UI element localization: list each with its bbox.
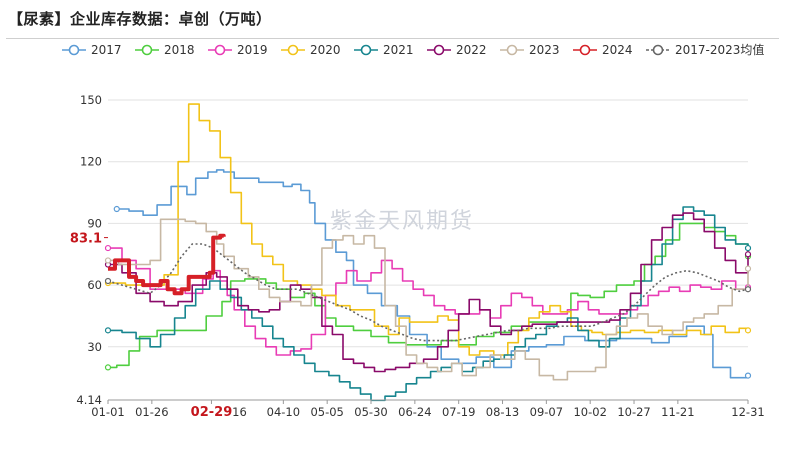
legend-label: 2021: [383, 43, 414, 57]
x-tick-highlight: 02-29: [191, 405, 233, 420]
legend-swatch-marker: [287, 44, 299, 56]
x-tick-label: 11-21: [661, 405, 694, 419]
series-line-2022: [108, 212, 749, 373]
legend-item-2024[interactable]: 2024: [573, 43, 633, 57]
legend-item-2023[interactable]: 2023: [500, 43, 560, 57]
chart-axes: 4.14 30 60 90 120 150 01-01 01-26 02-29 04-10 05-0…: [70, 93, 765, 420]
legend-label: 2024: [602, 43, 633, 57]
series-line-2021: [108, 206, 749, 402]
series-point-2017-2023均值: [104, 277, 112, 285]
legend-swatch-marker: [652, 44, 664, 56]
legend-label: 2017: [91, 43, 122, 57]
watermark-text: 紫金天风期货: [330, 209, 474, 234]
x-tick-label: 08-13: [486, 405, 519, 419]
legend-swatch-marker: [506, 44, 518, 56]
x-tick-label: 12-31: [731, 405, 764, 419]
x-tick-label: 07-19: [442, 405, 475, 419]
series-point-2017: [744, 372, 752, 379]
legend-swatch-marker: [68, 44, 80, 56]
legend-swatch-marker: [433, 44, 445, 56]
series-point-2021: [744, 244, 752, 252]
series-point-2022: [744, 251, 752, 258]
y-tick-label: 60: [87, 278, 102, 292]
series-point-2017: [113, 205, 120, 213]
series-point-2019: [104, 244, 112, 252]
x-tick-partial-label: 16: [232, 405, 247, 419]
legend-label: 2022: [456, 43, 487, 57]
x-tick-label: 04-10: [267, 405, 300, 419]
x-tick-label: 06-24: [398, 405, 431, 419]
x-tick-label: 01-26: [135, 405, 168, 419]
legend-label: 2019: [237, 43, 268, 57]
title-divider: [6, 38, 779, 39]
series-line-2024: [108, 233, 226, 296]
series-point-2021: [104, 327, 112, 334]
series-point-2020: [744, 327, 752, 334]
x-tick-label: 05-30: [354, 405, 387, 419]
legend-label: 2018: [164, 43, 195, 57]
legend-item-2021[interactable]: 2021: [354, 43, 414, 57]
y-tick-label: 4.14: [76, 393, 102, 407]
series-point-2018: [104, 364, 112, 371]
series-line-2017-2023均值: [107, 243, 749, 342]
x-tick-label: 05-05: [310, 405, 343, 419]
legend-item-2018[interactable]: 2018: [135, 43, 195, 57]
legend-item-2020[interactable]: 2020: [281, 43, 341, 57]
chart-title: 【尿素】企业库存数据：卓创（万吨）: [8, 10, 272, 28]
series-line-2019: [108, 247, 749, 356]
legend-label: 2017-2023均值: [675, 42, 764, 57]
series-point-2023: [104, 257, 112, 264]
series-point-2017-2023均值: [744, 286, 752, 293]
legend-item-2017[interactable]: 2017: [62, 43, 122, 57]
legend-label: 2020: [310, 43, 341, 57]
y-highlight-value: 83.1: [70, 232, 102, 247]
series-line-2023: [108, 218, 749, 381]
legend-item-2019[interactable]: 2019: [208, 43, 268, 57]
legend-item-2022[interactable]: 2022: [427, 43, 487, 57]
x-tick-label: 10-27: [617, 405, 650, 419]
x-tick-label: 10-02: [573, 405, 606, 419]
legend-swatch-marker: [214, 44, 226, 56]
y-tick-label: 90: [87, 216, 102, 230]
x-tick-label: 09-07: [530, 405, 563, 419]
legend-swatch-marker: [360, 44, 372, 56]
chart-legend[interactable]: 2017 2018 2019 2020 2021 2022 2023 2024 2017-202…: [62, 42, 764, 57]
y-tick-label: 120: [80, 155, 102, 169]
legend-swatch-marker: [579, 44, 591, 56]
y-tick-label: 150: [80, 93, 102, 107]
legend-item-2017-2023均值[interactable]: 2017-2023均值: [646, 42, 764, 57]
chart-series: [104, 103, 752, 402]
legend-swatch-marker: [141, 44, 153, 56]
legend-label: 2023: [529, 43, 560, 57]
series-line-2020: [108, 103, 749, 356]
x-tick-label: 01-01: [91, 405, 124, 419]
y-tick-label: 30: [87, 340, 102, 354]
series-point-2023: [744, 265, 752, 272]
